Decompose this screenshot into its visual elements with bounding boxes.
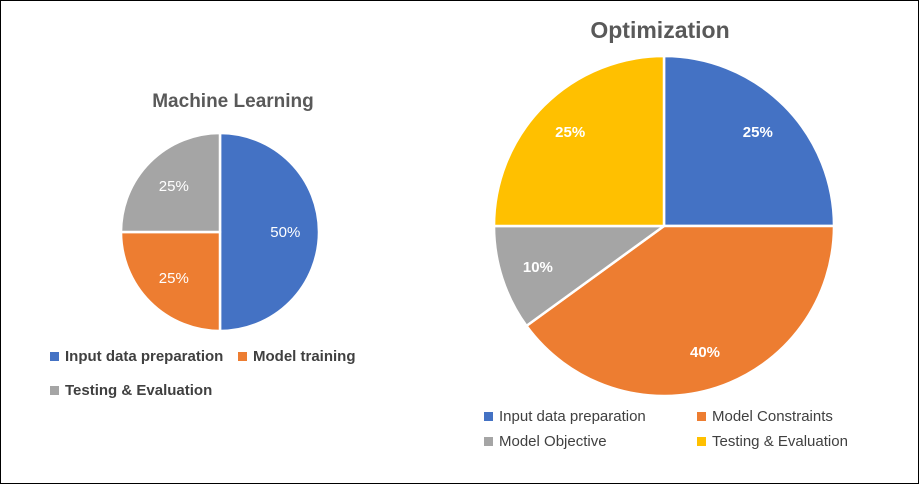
optimization-data-label-input-data-preparation: 25% <box>743 124 773 141</box>
machine-learning-legend-swatch-input-data-preparation <box>50 352 59 361</box>
optimization-legend-swatch-input-data-preparation <box>484 412 493 421</box>
machine-learning-slice-testing-and-evaluation <box>119 131 222 234</box>
optimization-slice-input-data-preparation <box>662 54 836 228</box>
optimization-legend-label-model-constraints: Model Constraints <box>712 408 833 425</box>
machine-learning-slice-model-training <box>119 230 222 333</box>
optimization-legend-item-model-objective: Model Objective <box>484 433 607 450</box>
optimization-slice-model-objective <box>492 224 666 328</box>
optimization-slice-testing-and-evaluation <box>492 54 666 228</box>
machine-learning-legend-label-input-data-preparation: Input data preparation <box>65 348 223 365</box>
optimization-legend-swatch-model-constraints <box>697 412 706 421</box>
machine-learning-legend-label-testing-and-evaluation: Testing & Evaluation <box>65 382 212 399</box>
optimization-legend-swatch-testing-and-evaluation <box>697 437 706 446</box>
optimization-chart-title: Optimization <box>590 17 729 43</box>
optimization-legend-swatch-model-objective <box>484 437 493 446</box>
machine-learning-legend-item-model-training: Model training <box>238 348 356 365</box>
optimization-legend: Input data preparation Model Constraints M… <box>484 408 848 450</box>
optimization-legend-item-model-constraints: Model Constraints <box>697 408 833 425</box>
machine-learning-pie-chart: Machine Learning 50% 25% 25% Input data prep… <box>50 91 356 399</box>
optimization-slice-model-constraints <box>525 224 836 398</box>
optimization-data-label-model-constraints: 40% <box>690 344 720 361</box>
machine-learning-data-label-model-training: 25% <box>159 270 189 287</box>
machine-learning-data-label-testing-and-evaluation: 25% <box>159 178 189 195</box>
optimization-data-label-model-objective: 10% <box>523 259 553 276</box>
optimization-pie-chart: Optimization 25% 40% 10% 25% Input data prepa… <box>484 17 848 450</box>
optimization-legend-item-testing-and-evaluation: Testing & Evaluation <box>697 433 848 450</box>
optimization-data-label-testing-and-evaluation: 25% <box>555 124 585 141</box>
machine-learning-legend-item-testing-and-evaluation: Testing & Evaluation <box>50 382 212 399</box>
machine-learning-data-label-input-data-preparation: 50% <box>270 224 300 241</box>
machine-learning-legend-swatch-model-training <box>238 352 247 361</box>
machine-learning-legend: Input data preparation Model training Test… <box>50 348 356 399</box>
optimization-legend-label-input-data-preparation: Input data preparation <box>499 408 646 425</box>
machine-learning-legend-item-input-data-preparation: Input data preparation <box>50 348 223 365</box>
machine-learning-slice-input-data-preparation <box>218 131 321 333</box>
machine-learning-chart-title: Machine Learning <box>152 91 314 112</box>
machine-learning-legend-swatch-testing-and-evaluation <box>50 386 59 395</box>
optimization-legend-label-model-objective: Model Objective <box>499 433 607 450</box>
machine-learning-legend-label-model-training: Model training <box>253 348 356 365</box>
optimization-legend-item-input-data-preparation: Input data preparation <box>484 408 646 425</box>
optimization-legend-label-testing-and-evaluation: Testing & Evaluation <box>712 433 848 450</box>
